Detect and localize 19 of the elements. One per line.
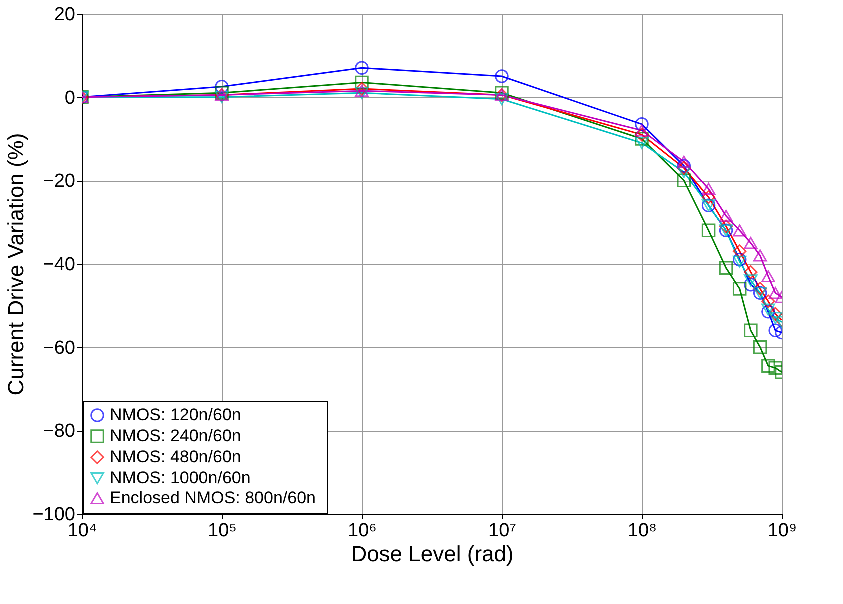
legend-label: NMOS: 480n/60n bbox=[110, 448, 242, 466]
legend-label: NMOS: 240n/60n bbox=[110, 426, 242, 446]
y-tick-label: −60 bbox=[43, 338, 76, 359]
legend-label: NMOS: 1000n/60n bbox=[110, 468, 251, 488]
x-tick-label: 10⁸ bbox=[628, 520, 658, 542]
x-tick-label: 10⁷ bbox=[488, 520, 517, 542]
x-tick-label: 10⁴ bbox=[68, 520, 98, 542]
x-tick-label: 10⁹ bbox=[768, 520, 798, 542]
y-tick-label: −80 bbox=[43, 421, 76, 442]
y-tick-label: −40 bbox=[43, 254, 76, 276]
legend-label: NMOS: 120n/60n bbox=[110, 406, 242, 424]
legend-label: Enclosed NMOS: 800n/60n bbox=[110, 488, 316, 508]
y-tick-label: −20 bbox=[43, 171, 76, 192]
y-axis-title: Current Drive Variation (%) bbox=[4, 133, 29, 396]
x-tick-label: 10⁵ bbox=[208, 520, 238, 542]
x-axis-title: Dose Level (rad) bbox=[351, 542, 514, 566]
x-tick-label: 10⁶ bbox=[348, 520, 377, 542]
y-tick-label: 0 bbox=[64, 88, 76, 109]
y-tick-label: 20 bbox=[54, 4, 76, 26]
